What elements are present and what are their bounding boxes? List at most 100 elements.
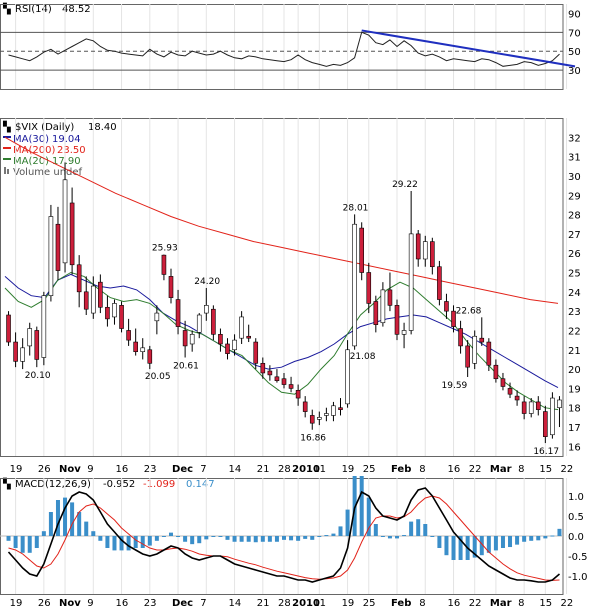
macd-histogram-bar (458, 536, 463, 560)
ma-line-ma30 (4, 273, 559, 389)
price-ytick-label: 32 (568, 133, 581, 144)
price-annotation: 20.61 (173, 361, 199, 371)
rsi-legend-label: RSI(14) (15, 4, 52, 15)
price-ytick-label: 24 (568, 288, 581, 299)
macd-histogram-bar (366, 497, 371, 536)
candle (557, 396, 562, 428)
candle-body (359, 227, 364, 273)
candle (331, 401, 336, 422)
candle (317, 411, 322, 426)
candle (521, 396, 527, 420)
price-xtick-label: 21 (257, 464, 270, 475)
candle-body (317, 417, 322, 420)
macd-histogram-bar (274, 536, 279, 542)
candle (253, 338, 259, 370)
macd-xtick-label: 19 (10, 598, 23, 608)
price-xtick-label: 9 (87, 464, 93, 475)
rsi-ytick-label: 70 (568, 28, 581, 39)
macd-xtick-label: 11 (313, 598, 326, 608)
macd-histogram-bar (267, 536, 272, 542)
candle (302, 396, 308, 418)
macd-histogram-bar (395, 536, 400, 539)
macd-histogram-bar (486, 536, 491, 553)
macd-histogram-bar (6, 536, 11, 541)
macd-histogram-bar (260, 536, 265, 542)
candle (76, 255, 82, 308)
macd-xtick-label: 28 (278, 598, 291, 608)
macd-histogram-bar (41, 531, 46, 536)
price-ytick-label: 18 (568, 404, 581, 415)
candle (507, 382, 513, 399)
macd-histogram-bar (77, 512, 82, 536)
price-ytick-label: 23 (568, 307, 581, 318)
macd-histogram-bar (126, 536, 131, 551)
macd-histogram-bar (444, 536, 449, 556)
price-xtick-label: 28 (278, 464, 291, 475)
macd-xtick-label: 16 (116, 598, 129, 608)
macd-xtick-label: 23 (144, 598, 157, 608)
candle (387, 272, 393, 312)
candle (288, 376, 294, 393)
candle (324, 407, 329, 422)
candle (309, 409, 315, 430)
price-xtick-label: 26 (38, 464, 51, 475)
candle-body (211, 308, 216, 335)
chart-glyph-icon: ▚ (2, 120, 11, 133)
legend-label-ma20: MA(20) (13, 156, 49, 167)
candle-body (98, 281, 103, 308)
candle-body (246, 335, 251, 339)
macd-histogram-bar (225, 536, 230, 540)
candle-body (274, 376, 280, 381)
legend-value-ma200: 23.50 (57, 145, 86, 156)
candle-body (90, 285, 96, 314)
rsi-ytick-label: 50 (568, 47, 581, 58)
macd-xtick-label: 8 (419, 598, 425, 608)
macd-histogram-bar (91, 531, 96, 536)
candle (281, 372, 287, 389)
price-xtick-label: 11 (313, 464, 326, 475)
candle (415, 230, 421, 267)
price-annotation: 24.20 (194, 277, 220, 287)
candle-body (458, 328, 463, 347)
candle-body (507, 388, 513, 395)
macd-histogram-bar (515, 536, 520, 545)
price-ytick-label: 21 (568, 346, 581, 357)
price-xtick-label: 23 (144, 464, 157, 475)
price-xtick-label: 15 (539, 464, 552, 475)
candle (437, 260, 442, 306)
price-ytick-label: 28 (568, 211, 581, 222)
candle-body (324, 413, 329, 416)
candle (366, 262, 372, 314)
macd-histogram-bar (324, 535, 329, 537)
candle (133, 328, 138, 356)
macd-xtick-label: 25 (363, 598, 376, 608)
macd-xtick-label: 8 (518, 598, 524, 608)
macd-histogram-bar (190, 536, 195, 545)
macd-histogram-bar (289, 536, 294, 541)
macd-legend-value: -0.952 (103, 479, 135, 490)
price-xtick-label: 22 (561, 464, 574, 475)
candle (13, 332, 18, 368)
macd-signal-line (8, 495, 560, 581)
candle (168, 268, 174, 304)
price-xtick-label: 19 (342, 464, 355, 475)
price-ytick-label: 26 (568, 249, 581, 260)
candle-body (27, 328, 33, 347)
macd-ytick-label: 1.0 (568, 492, 584, 503)
candle (380, 282, 386, 327)
chart-glyph-icon: ▚ (2, 2, 11, 15)
candle (6, 311, 11, 346)
candle-body (147, 349, 153, 364)
candle-body (479, 337, 485, 343)
candle-body (500, 378, 506, 387)
candle (140, 338, 146, 360)
price-xtick-label: 7 (200, 464, 206, 475)
candle (352, 214, 357, 350)
candle-body (154, 312, 160, 322)
candle (274, 369, 280, 383)
macd-histogram-bar (317, 536, 322, 537)
candle (465, 340, 470, 378)
candle (161, 254, 167, 281)
macd-xtick-label: Nov (59, 598, 81, 608)
